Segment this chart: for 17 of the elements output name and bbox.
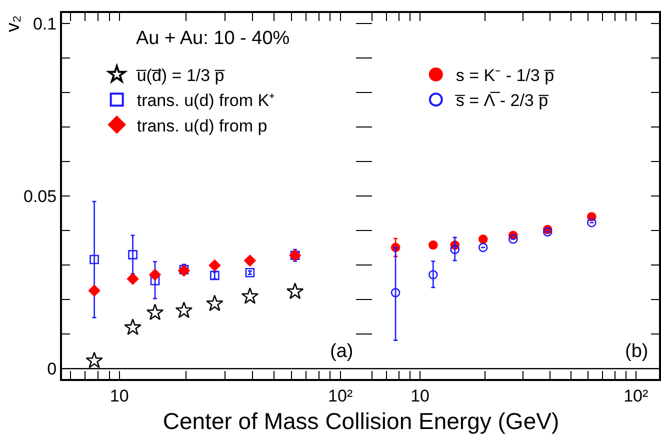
x-tick-label: 10²: [624, 386, 648, 406]
x-axis-title: Center of Mass Collision Energy (GeV): [162, 408, 560, 435]
annotation: Au + Au: 10 - 40%: [136, 28, 290, 49]
y-tick-label: 0.05: [24, 186, 57, 206]
y-tick-label: 0.1: [32, 14, 57, 34]
legend-label: trans. u(d) from p: [136, 116, 268, 136]
x-tick-label: 10: [410, 386, 430, 406]
x-tick-label: 10²: [328, 386, 353, 406]
annotation: (a): [330, 341, 354, 362]
legend-label: trans. u(d) from K⁺: [136, 91, 276, 110]
y-axis-title: v₂: [3, 15, 24, 32]
legend-label: s̅ = Λ̅ - 2/3 p̅: [455, 91, 549, 110]
x-tick-label: 10: [110, 386, 129, 406]
y-tick-label: 0: [47, 360, 57, 379]
annotation: (b): [625, 341, 648, 362]
legend-label: s = K⁻ - 1/3 p̅: [456, 66, 555, 86]
legend-label: u̅(d̅) = 1/3 p̅: [136, 66, 225, 86]
